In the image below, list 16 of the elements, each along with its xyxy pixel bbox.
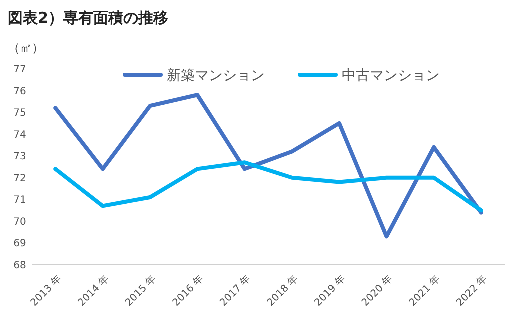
y-tick-label: 70 — [14, 216, 26, 228]
y-tick-label: 73 — [14, 152, 26, 163]
y-tick-label: 72 — [14, 173, 26, 184]
line-series — [54, 160, 484, 213]
y-tick-label: 75 — [14, 108, 26, 120]
legend-label: 中古マンション — [342, 68, 440, 84]
y-tick-label: 74 — [14, 130, 26, 141]
y-tick-label: 71 — [14, 195, 26, 206]
y-tick-label: 68 — [14, 260, 26, 272]
y-tick-label: 77 — [14, 64, 26, 76]
y-axis-title: （㎡） — [8, 41, 44, 55]
line-series — [54, 93, 484, 239]
legend-label: 新築マンション — [167, 68, 265, 84]
chart-title: 図表2）専有面積の推移 — [8, 9, 168, 27]
y-tick-label: 76 — [14, 86, 26, 98]
y-tick-label: 69 — [14, 238, 26, 250]
